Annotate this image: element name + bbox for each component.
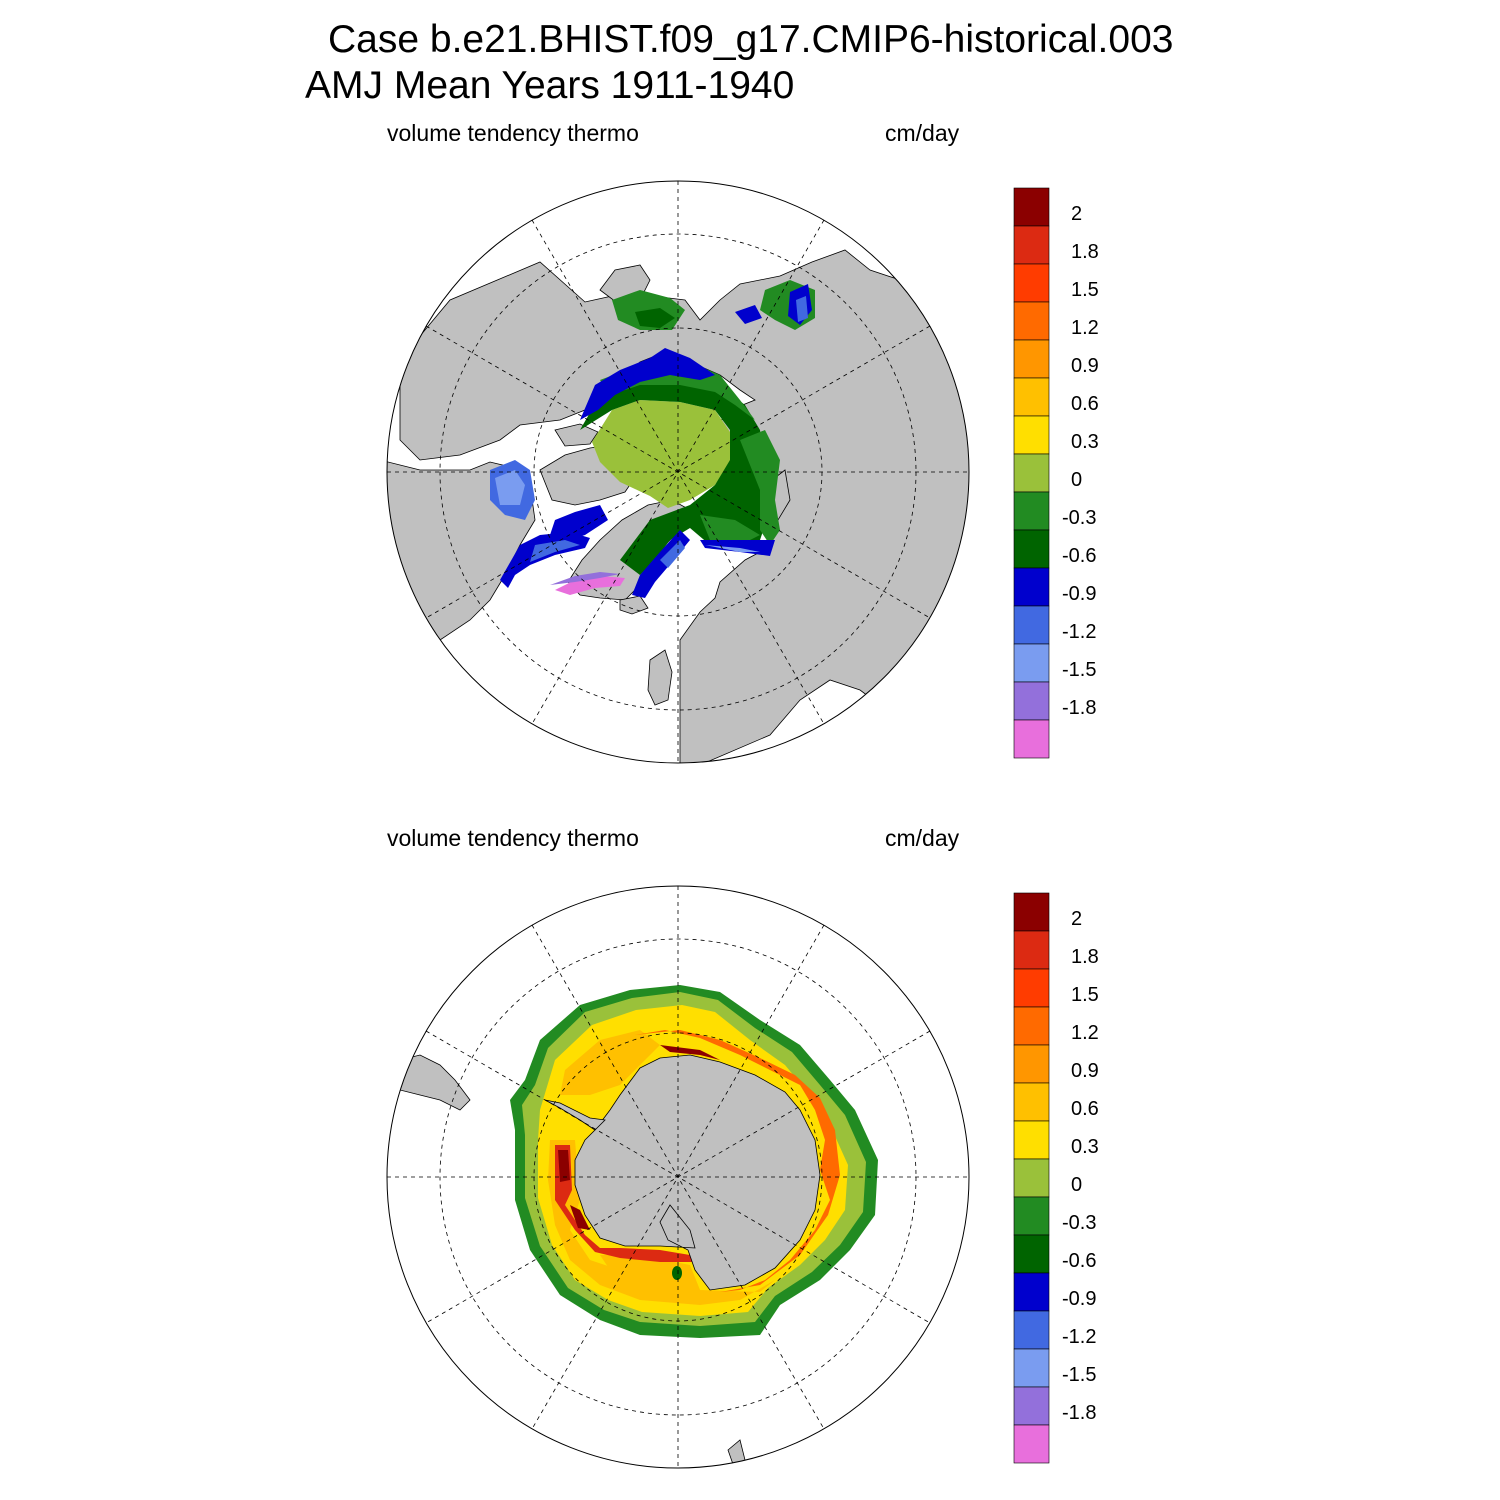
south-colorbar-tick-label: 1.2 — [1071, 1022, 1099, 1044]
south-colorbar-tick-label: 2 — [1071, 908, 1083, 930]
south-graticule — [387, 886, 969, 1468]
south-colorbar-box — [1013, 1386, 1050, 1426]
north-colorbar-box — [1013, 263, 1050, 303]
south-colorbar-tick-label: 0.3 — [1071, 1136, 1099, 1158]
north-colorbar-tick-label: -1.2 — [1062, 621, 1097, 643]
north-colorbar-box — [1013, 453, 1050, 493]
north-colorbar-box — [1013, 301, 1050, 341]
south-colorbar-tick-label: -1.8 — [1062, 1402, 1097, 1424]
south-colorbar-box — [1013, 1196, 1050, 1236]
south-land — [399, 1054, 821, 1468]
south-colorbar-box — [1013, 968, 1050, 1008]
north-colorbar-tick-label: 1.8 — [1071, 241, 1099, 263]
south-colorbar-box — [1013, 1120, 1050, 1160]
north-colorbar-box — [1013, 643, 1050, 683]
north-colorbar-box — [1013, 605, 1050, 645]
north-colorbar-box — [1013, 529, 1050, 569]
north-colorbar-tick-label: 0.6 — [1071, 393, 1099, 415]
south-colorbar-box — [1013, 1310, 1050, 1350]
north-polar-map — [386, 180, 970, 764]
north-colorbar-box — [1013, 377, 1050, 417]
north-ice-field — [490, 280, 815, 598]
south-colorbar-box — [1013, 1424, 1050, 1464]
north-colorbar-tick-label: -0.9 — [1062, 583, 1097, 605]
north-colorbar-tick-label: -1.8 — [1062, 697, 1097, 719]
north-graticule — [387, 181, 969, 763]
south-colorbar — [1013, 892, 1050, 1464]
north-colorbar-tick-label: 1.5 — [1071, 279, 1099, 301]
south-colorbar-box — [1013, 1348, 1050, 1388]
south-colorbar-tick-label: -1.2 — [1062, 1326, 1097, 1348]
north-colorbar — [1013, 187, 1050, 759]
south-colorbar-tick-label: 0.9 — [1071, 1060, 1099, 1082]
south-polar-map — [386, 885, 970, 1469]
south-variable-label: volume tendency thermo — [387, 825, 639, 851]
south-colorbar-tick-label: -0.3 — [1062, 1212, 1097, 1234]
south-colorbar-box — [1013, 892, 1050, 932]
south-colorbar-box — [1013, 1234, 1050, 1274]
north-colorbar-box — [1013, 225, 1050, 265]
south-colorbar-box — [1013, 1006, 1050, 1046]
south-colorbar-tick-label: 0.6 — [1071, 1098, 1099, 1120]
south-colorbar-box — [1013, 1272, 1050, 1312]
south-colorbar-tick-label: 0 — [1071, 1174, 1083, 1196]
figure-title-line1: Case b.e21.BHIST.f09_g17.CMIP6-historica… — [328, 18, 1174, 61]
south-colorbar-tick-label: -1.5 — [1062, 1364, 1097, 1386]
south-colorbar-tick-label: 1.5 — [1071, 984, 1099, 1006]
south-colorbar-tick-label: -0.6 — [1062, 1250, 1097, 1272]
north-colorbar-box — [1013, 415, 1050, 455]
north-variable-label: volume tendency thermo — [387, 120, 639, 146]
north-map-border — [386, 180, 970, 764]
south-colorbar-box — [1013, 930, 1050, 970]
north-colorbar-tick-label: 1.2 — [1071, 317, 1099, 339]
north-colorbar-tick-label: -0.6 — [1062, 545, 1097, 567]
south-colorbar-boxes — [1013, 892, 1050, 1464]
north-colorbar-boxes — [1013, 187, 1050, 759]
north-colorbar-box — [1013, 187, 1050, 227]
figure-title-line2: AMJ Mean Years 1911-1940 — [305, 64, 795, 107]
north-colorbar-tick-label: 0.3 — [1071, 431, 1099, 453]
north-colorbar-tick-label: 2 — [1071, 203, 1083, 225]
north-colorbar-tick-label: 0 — [1071, 469, 1083, 491]
north-colorbar-box — [1013, 491, 1050, 531]
north-colorbar-box — [1013, 681, 1050, 721]
south-colorbar-box — [1013, 1044, 1050, 1084]
north-colorbar-box — [1013, 339, 1050, 379]
south-colorbar-tick-label: -0.9 — [1062, 1288, 1097, 1310]
north-units-label: cm/day — [885, 120, 960, 146]
north-colorbar-box — [1013, 719, 1050, 759]
south-colorbar-box — [1013, 1158, 1050, 1198]
north-colorbar-tick-label: -1.5 — [1062, 659, 1097, 681]
south-colorbar-box — [1013, 1082, 1050, 1122]
north-colorbar-tick-label: 0.9 — [1071, 355, 1099, 377]
north-colorbar-tick-label: -0.3 — [1062, 507, 1097, 529]
north-colorbar-box — [1013, 567, 1050, 607]
north-land — [387, 249, 969, 763]
south-units-label: cm/day — [885, 825, 960, 851]
south-map-border — [386, 885, 970, 1469]
south-colorbar-tick-label: 1.8 — [1071, 946, 1099, 968]
